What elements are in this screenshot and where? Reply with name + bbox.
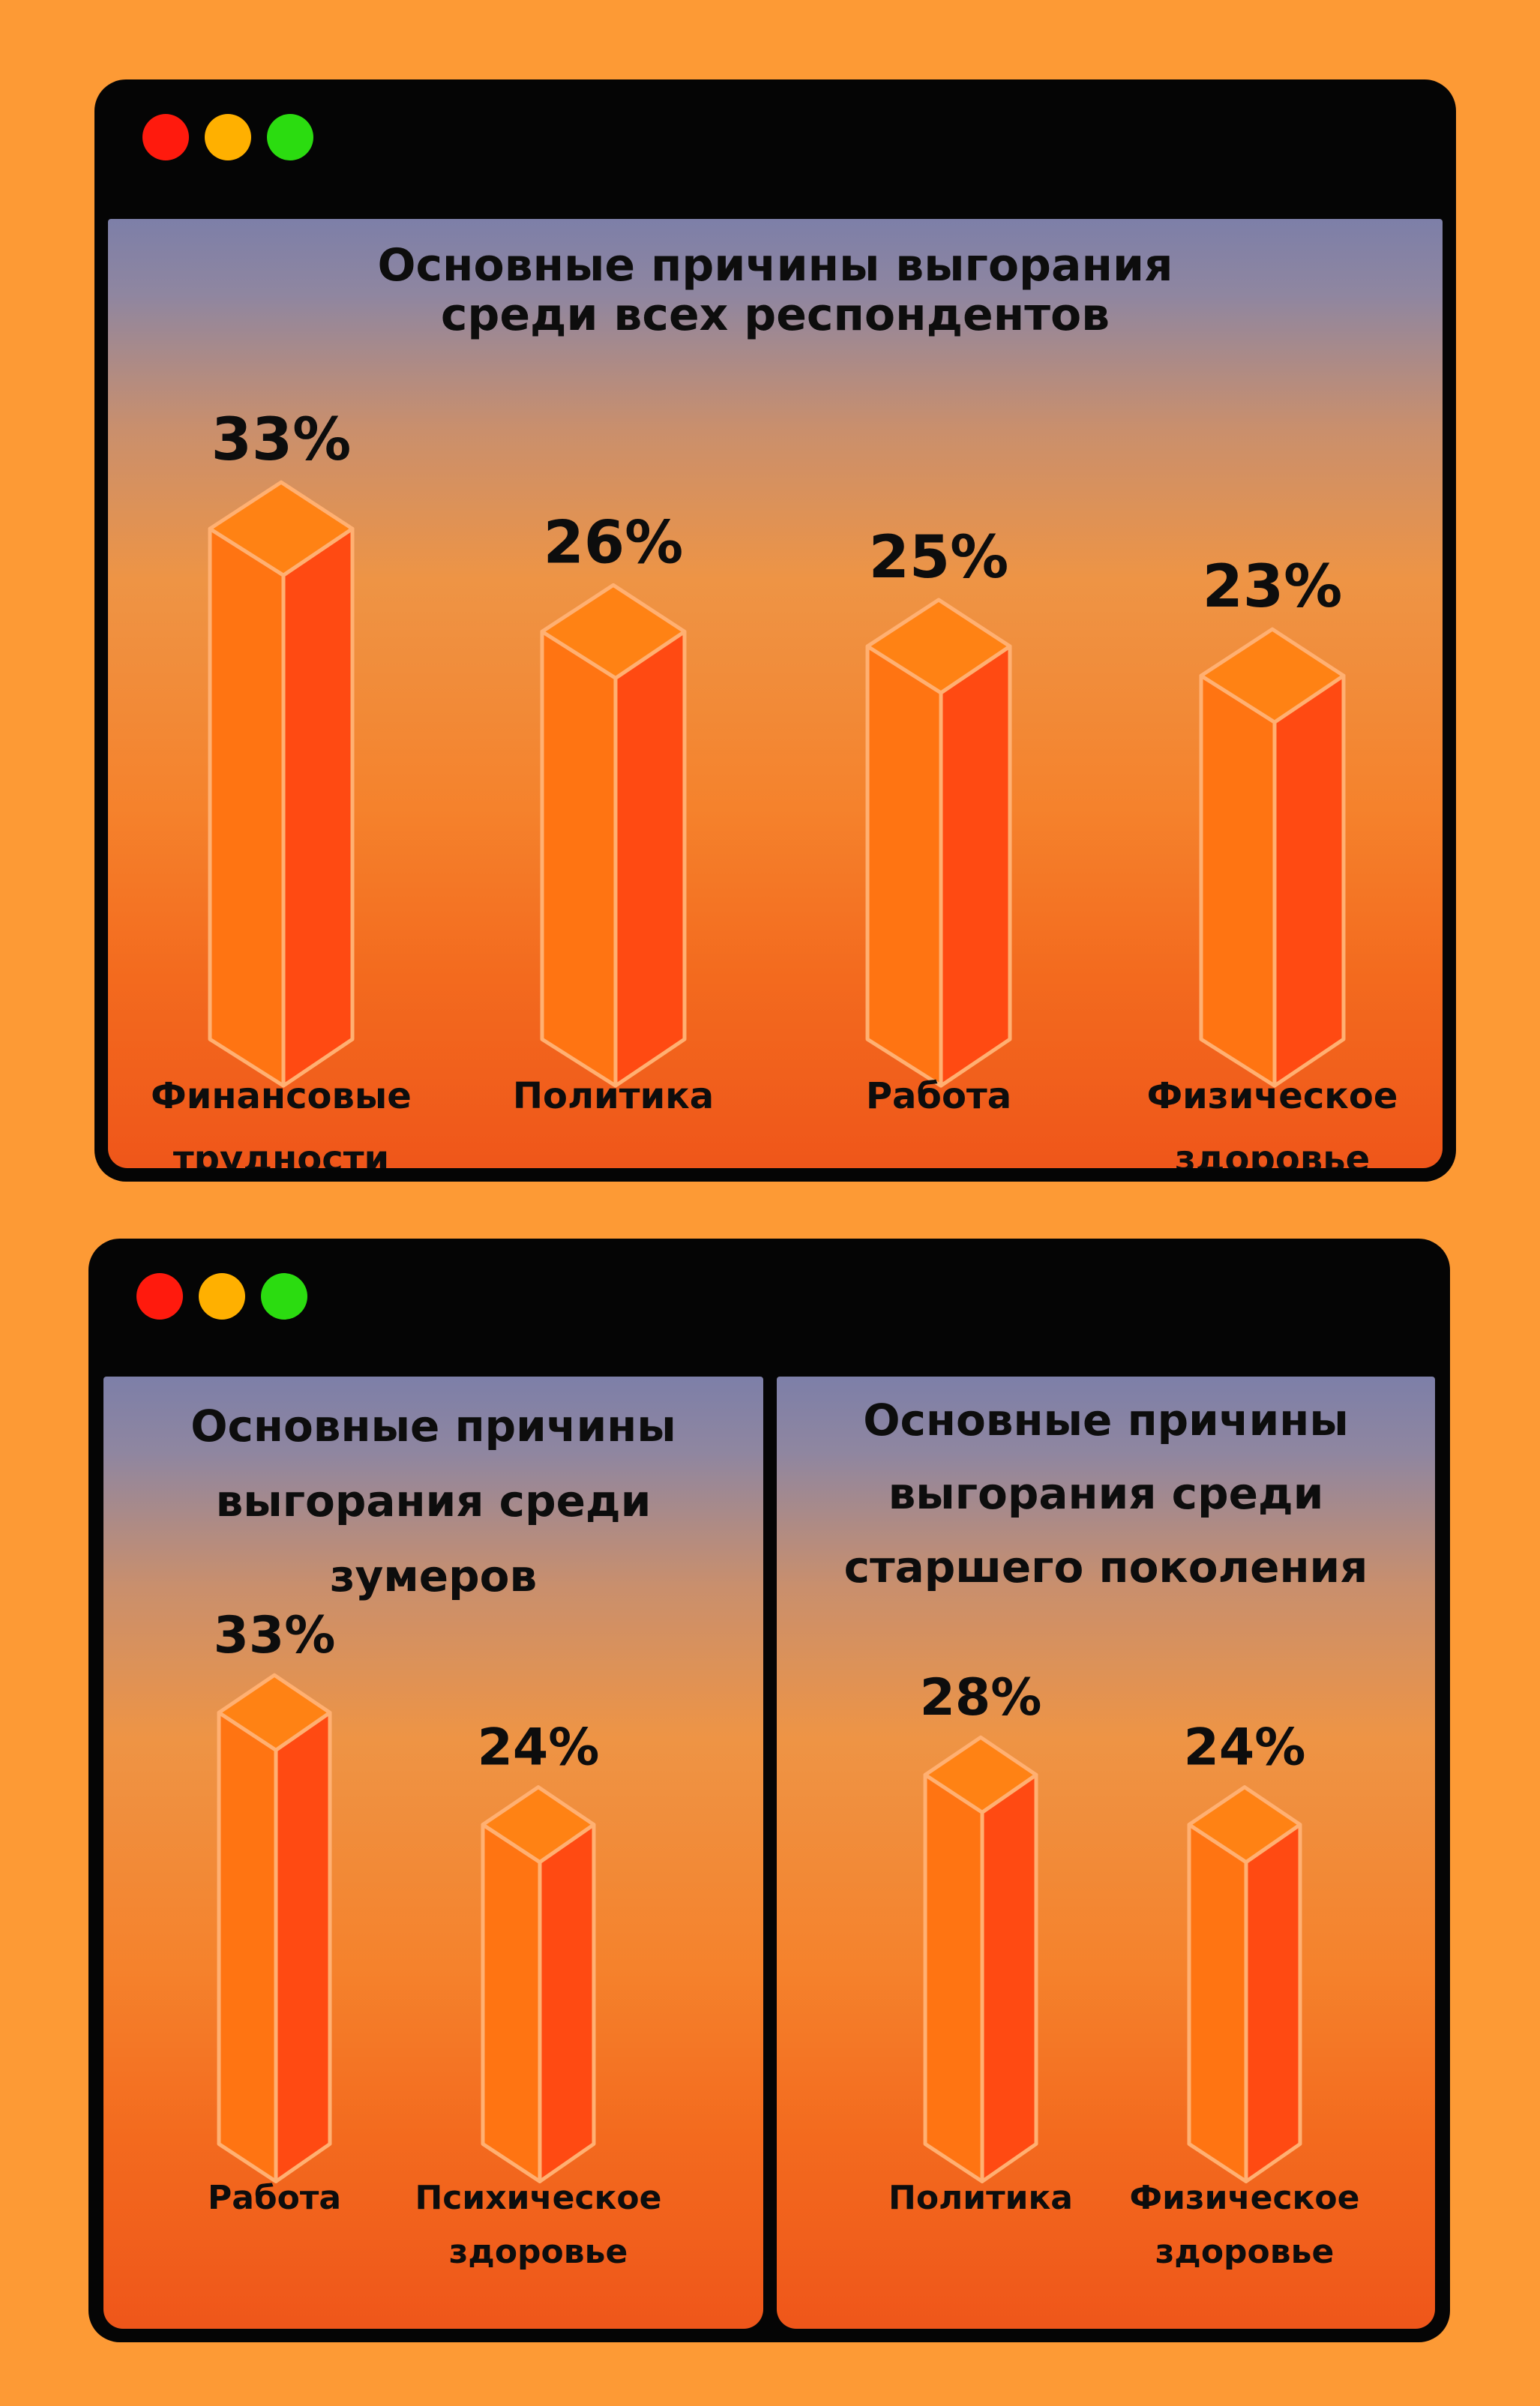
- bar-right-face: [939, 644, 1012, 1088]
- bar-right-face: [980, 1772, 1038, 2183]
- bar: [1187, 1785, 1302, 2183]
- category-label: здоровье: [1155, 2233, 1335, 2271]
- bar: [208, 480, 355, 1088]
- bar: [540, 583, 687, 1088]
- bar-right-face: [281, 526, 355, 1088]
- category-label: здоровье: [449, 2233, 628, 2271]
- close-dot-icon[interactable]: [136, 1273, 183, 1320]
- chart-panel-zoomers: Основные причины выгорания среди зумеров 33…: [103, 1377, 763, 2329]
- bar-top-face: [1187, 1785, 1302, 1865]
- chart-title-line: среди всех респондентов: [441, 289, 1110, 341]
- bar: [923, 1735, 1038, 2183]
- category-label: здоровье: [1175, 1138, 1370, 1168]
- bar: [217, 1673, 332, 2183]
- category-label: Физическое: [1130, 2179, 1360, 2217]
- bar-left-face: [923, 1772, 984, 2183]
- chart-title-line: старшего поколения: [844, 1542, 1368, 1593]
- chart-title-line: Основные причины выгорания: [377, 239, 1173, 292]
- category-label: Политика: [513, 1075, 714, 1117]
- bar-value-label: 26%: [544, 509, 684, 577]
- bar-value-label: 23%: [1203, 553, 1343, 621]
- close-dot-icon[interactable]: [142, 114, 189, 160]
- bar-left-face: [208, 526, 286, 1088]
- bar-value-label: 33%: [211, 406, 352, 474]
- chart-title-line: Основные причины: [190, 1401, 676, 1452]
- bar-top-face: [923, 1735, 1038, 1814]
- chart-panel-overall: Основные причины выгорания среди всех рес…: [108, 219, 1443, 1168]
- category-label: Финансовые: [151, 1075, 412, 1117]
- bar-value-label: 33%: [214, 1606, 336, 1665]
- bar-right-face: [613, 629, 687, 1088]
- chart-title-line: выгорания среди: [888, 1468, 1324, 1519]
- bar-left-face: [540, 629, 618, 1088]
- category-label: трудности: [173, 1138, 389, 1168]
- chart-zoomers: Основные причины выгорания среди зумеров33…: [190, 1401, 676, 2271]
- chart-older-generation: Основные причины выгорания среди старшего …: [844, 1395, 1368, 2271]
- bar-top-face: [1199, 627, 1346, 724]
- bar-top-face: [217, 1673, 332, 1752]
- bar-right-face: [274, 1710, 332, 2183]
- bar: [1199, 627, 1346, 1088]
- maximize-dot-icon[interactable]: [267, 114, 313, 160]
- bar-top-face: [208, 480, 355, 577]
- bar-value-label: 28%: [920, 1668, 1042, 1727]
- bar: [865, 598, 1012, 1088]
- bar-left-face: [217, 1710, 278, 2183]
- bar-right-face: [1272, 673, 1346, 1088]
- bar-left-face: [481, 1823, 542, 2183]
- bar-value-label: 24%: [1184, 1718, 1306, 1778]
- bar-left-face: [865, 644, 943, 1088]
- window-titlebar: [88, 1239, 1450, 1359]
- chart-title-line: зумеров: [330, 1551, 537, 1602]
- bar-value-label: 24%: [478, 1718, 600, 1778]
- category-label: Работа: [208, 2179, 341, 2217]
- minimize-dot-icon[interactable]: [199, 1273, 245, 1320]
- category-label: Работа: [866, 1075, 1011, 1117]
- window-titlebar: [94, 79, 1456, 199]
- bar-value-label: 25%: [869, 524, 1009, 592]
- bar-top-face: [865, 598, 1012, 695]
- bar-top-face: [540, 583, 687, 680]
- chart-title-line: выгорания среди: [216, 1476, 652, 1527]
- chart-title-line: Основные причины: [863, 1395, 1349, 1446]
- browser-window-overall: Основные причины выгорания среди всех рес…: [94, 79, 1456, 1182]
- minimize-dot-icon[interactable]: [205, 114, 251, 160]
- bar: [481, 1785, 596, 2183]
- chart-panel-older-generation: Основные причины выгорания среди старшего …: [777, 1377, 1435, 2329]
- category-label: Физическое: [1147, 1075, 1398, 1117]
- browser-window-generations: Основные причины выгорания среди зумеров 33…: [88, 1239, 1450, 2342]
- category-label: Психическое: [415, 2179, 661, 2217]
- bar-left-face: [1187, 1823, 1248, 2183]
- bar-right-face: [1244, 1823, 1302, 2183]
- bar-right-face: [538, 1823, 596, 2183]
- maximize-dot-icon[interactable]: [261, 1273, 307, 1320]
- bar-top-face: [481, 1785, 596, 1865]
- bar-left-face: [1199, 673, 1277, 1088]
- category-label: Политика: [888, 2179, 1073, 2217]
